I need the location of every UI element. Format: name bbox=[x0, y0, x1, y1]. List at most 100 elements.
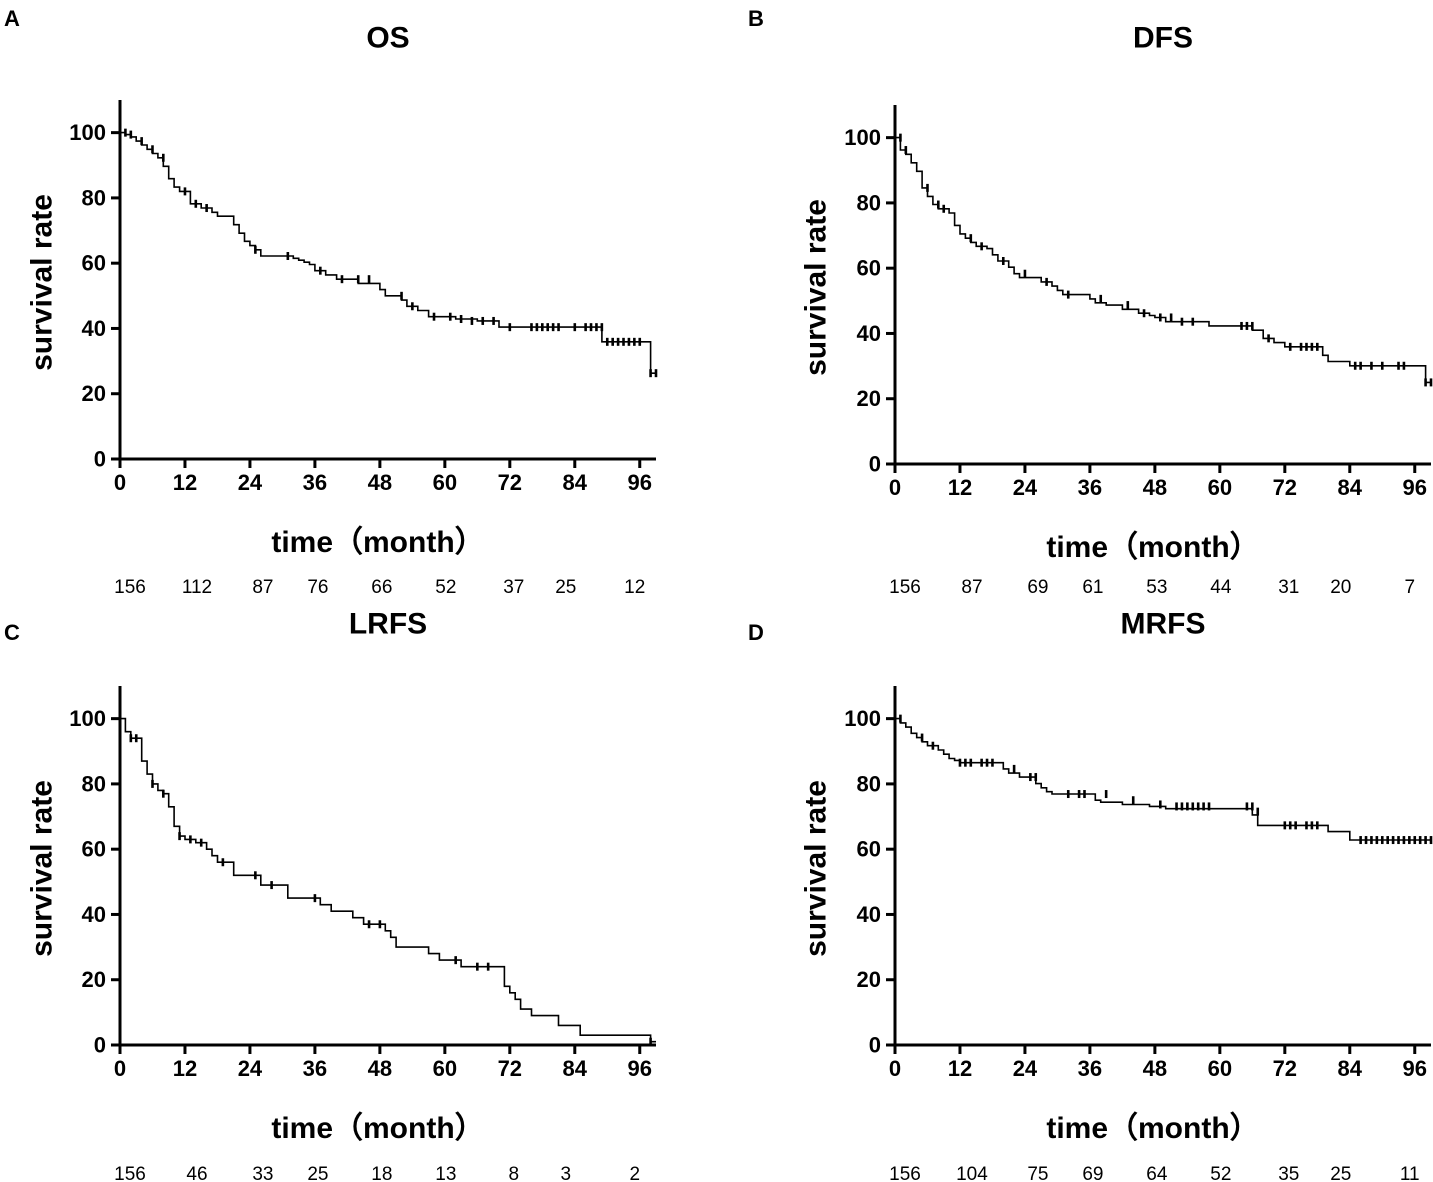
chart-title: DFS bbox=[1133, 22, 1193, 55]
at-risk-count: 75 bbox=[1027, 1164, 1048, 1182]
lrfs-panel: C LRFS 0 20 40 60 80 100 0 12 24 36 48 60 72 84 96 surviv… bbox=[4, 608, 656, 1182]
x-tick-label: 0 bbox=[889, 1056, 901, 1081]
x-tick-label: 36 bbox=[303, 1056, 327, 1081]
y-tick-label: 0 bbox=[94, 1033, 106, 1058]
at-risk-count: 52 bbox=[1210, 1164, 1231, 1182]
x-tick-label: 84 bbox=[1338, 1056, 1363, 1081]
y-tick-label: 0 bbox=[869, 1033, 881, 1058]
y-tick-label: 80 bbox=[82, 771, 106, 796]
at-risk-count: 20 bbox=[1330, 577, 1351, 598]
survival-curve bbox=[895, 717, 1431, 841]
at-risk-count: 156 bbox=[114, 577, 146, 598]
x-tick-label: 84 bbox=[1338, 475, 1363, 500]
survival-curve bbox=[895, 136, 1431, 384]
survival-curve bbox=[120, 131, 656, 374]
y-tick-label: 100 bbox=[69, 120, 106, 145]
at-risk-count: 69 bbox=[1082, 1164, 1103, 1182]
at-risk-count: 87 bbox=[252, 577, 273, 598]
at-risk-count: 12 bbox=[624, 577, 645, 598]
y-tick-label: 100 bbox=[844, 125, 881, 150]
mrfs-panel: D MRFS 0 20 40 60 80 100 0 12 24 36 48 60 72 84 96 surviv… bbox=[748, 608, 1433, 1182]
x-tick-label: 84 bbox=[563, 1056, 588, 1081]
x-tick-label: 12 bbox=[948, 475, 972, 500]
x-tick-label: 24 bbox=[1013, 475, 1038, 500]
dfs-panel: B DFS 0 20 40 60 80 100 0 12 24 36 48 60 72 84 96 surviva… bbox=[748, 6, 1433, 598]
panel-letter: C bbox=[4, 620, 20, 645]
panel-letter: D bbox=[748, 620, 764, 645]
x-tick-label: 72 bbox=[498, 470, 522, 495]
x-tick-label: 12 bbox=[173, 470, 197, 495]
y-tick-label: 100 bbox=[69, 706, 106, 731]
y-tick-label: 60 bbox=[857, 837, 881, 862]
y-tick-label: 0 bbox=[869, 452, 881, 477]
at-risk-count: 61 bbox=[1082, 577, 1103, 598]
chart-title: OS bbox=[366, 22, 409, 55]
x-tick-label: 24 bbox=[238, 470, 263, 495]
x-tick-label: 0 bbox=[114, 470, 126, 495]
y-tick-label: 40 bbox=[82, 316, 106, 341]
at-risk-count: 33 bbox=[252, 1164, 273, 1182]
at-risk-count: 112 bbox=[182, 577, 212, 598]
y-tick-label: 100 bbox=[844, 706, 881, 731]
x-axis-label: time（month） bbox=[271, 1111, 484, 1145]
panel-letter: A bbox=[4, 6, 20, 31]
x-axis-label: time（month） bbox=[1046, 530, 1259, 564]
y-tick-label: 40 bbox=[857, 902, 881, 927]
at-risk-count: 25 bbox=[1330, 1164, 1351, 1182]
x-tick-label: 96 bbox=[628, 1056, 652, 1081]
at-risk-count: 25 bbox=[307, 1164, 328, 1182]
at-risk-count: 11 bbox=[1400, 1164, 1420, 1182]
x-axis-label: time（month） bbox=[271, 525, 484, 559]
at-risk-count: 52 bbox=[435, 577, 456, 598]
y-tick-label: 60 bbox=[82, 251, 106, 276]
at-risk-count: 156 bbox=[889, 577, 921, 598]
y-axis-label: survival rate bbox=[26, 780, 59, 957]
x-tick-label: 0 bbox=[889, 475, 901, 500]
x-tick-label: 72 bbox=[498, 1056, 522, 1081]
x-tick-label: 72 bbox=[1273, 1056, 1297, 1081]
at-risk-count: 31 bbox=[1278, 577, 1299, 598]
y-tick-label: 20 bbox=[82, 381, 106, 406]
y-axis-label: survival rate bbox=[800, 780, 833, 957]
x-tick-label: 48 bbox=[1143, 1056, 1167, 1081]
at-risk-count: 37 bbox=[503, 577, 524, 598]
y-tick-label: 80 bbox=[857, 771, 881, 796]
x-tick-label: 12 bbox=[948, 1056, 972, 1081]
at-risk-count: 35 bbox=[1278, 1164, 1299, 1182]
y-tick-label: 20 bbox=[857, 386, 881, 411]
x-tick-label: 12 bbox=[173, 1056, 197, 1081]
y-tick-label: 20 bbox=[857, 967, 881, 992]
x-tick-label: 60 bbox=[1208, 475, 1232, 500]
at-risk-count: 3 bbox=[560, 1164, 571, 1182]
x-tick-label: 60 bbox=[433, 470, 457, 495]
at-risk-count: 44 bbox=[1210, 577, 1232, 598]
panel-letter: B bbox=[748, 6, 764, 31]
x-tick-label: 36 bbox=[1078, 475, 1102, 500]
x-tick-label: 60 bbox=[433, 1056, 457, 1081]
at-risk-count: 66 bbox=[371, 577, 392, 598]
at-risk-count: 46 bbox=[186, 1164, 207, 1182]
y-axis-label: survival rate bbox=[800, 199, 833, 376]
x-tick-label: 36 bbox=[303, 470, 327, 495]
at-risk-count: 87 bbox=[961, 577, 982, 598]
at-risk-count: 104 bbox=[956, 1164, 988, 1182]
at-risk-count: 13 bbox=[435, 1164, 456, 1182]
at-risk-count: 2 bbox=[629, 1164, 640, 1182]
x-tick-label: 96 bbox=[1403, 1056, 1427, 1081]
at-risk-count: 8 bbox=[509, 1164, 520, 1182]
survival-curve bbox=[120, 717, 656, 1043]
x-tick-label: 72 bbox=[1273, 475, 1297, 500]
x-tick-label: 96 bbox=[1403, 475, 1427, 500]
x-tick-label: 24 bbox=[238, 1056, 263, 1081]
at-risk-count: 156 bbox=[889, 1164, 921, 1182]
x-tick-label: 24 bbox=[1013, 1056, 1038, 1081]
at-risk-count: 76 bbox=[307, 577, 328, 598]
at-risk-count: 64 bbox=[1146, 1164, 1168, 1182]
y-tick-label: 40 bbox=[82, 902, 106, 927]
chart-title: LRFS bbox=[349, 608, 427, 641]
x-axis-label: time（month） bbox=[1046, 1111, 1259, 1145]
y-tick-label: 80 bbox=[857, 190, 881, 215]
y-tick-label: 0 bbox=[94, 447, 106, 472]
y-axis-label: survival rate bbox=[26, 194, 59, 371]
x-tick-label: 48 bbox=[368, 470, 392, 495]
